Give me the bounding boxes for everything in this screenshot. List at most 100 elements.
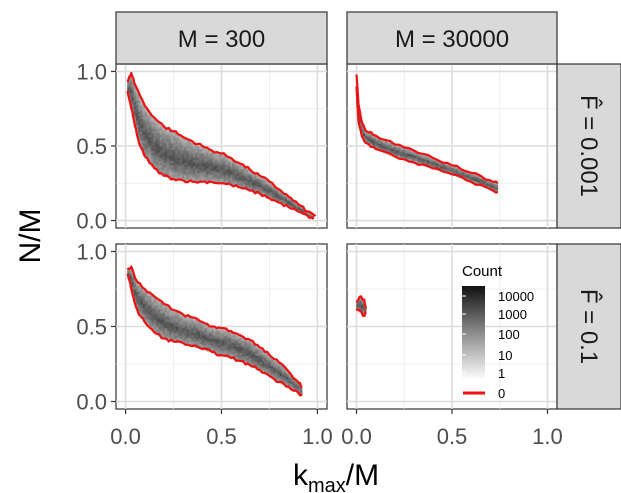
heatmap-cell	[182, 330, 186, 333]
heatmap-cell	[197, 146, 201, 150]
heatmap-cell	[249, 179, 253, 183]
heatmap-cell	[188, 174, 192, 178]
heatmap-cell	[147, 313, 150, 317]
heatmap-cell	[393, 151, 397, 155]
heatmap-cell	[178, 333, 181, 337]
heatmap-cell	[213, 344, 217, 348]
y-tick-label: 0.0	[76, 209, 107, 234]
heatmap-cell	[271, 193, 275, 197]
heatmap-cell	[162, 144, 166, 148]
heatmap-cell	[166, 137, 170, 141]
heatmap-cell	[144, 292, 148, 296]
heatmap-cell	[197, 332, 201, 335]
heatmap-cell	[186, 156, 190, 160]
heatmap-cell	[166, 128, 170, 132]
heatmap-cell	[242, 358, 245, 361]
heatmap-cell	[440, 163, 443, 167]
heatmap-cell	[299, 387, 303, 391]
heatmap-cell	[264, 356, 268, 360]
heatmap-cell	[157, 124, 161, 128]
heatmap-cell	[225, 173, 229, 177]
heatmap-cell	[258, 184, 262, 188]
heatmap-cell	[258, 180, 262, 184]
heatmap-cell	[173, 138, 176, 142]
row-strip	[556, 63, 621, 229]
heatmap-cell	[431, 157, 435, 161]
heatmap-cell	[142, 299, 146, 302]
heatmap-cell	[203, 164, 207, 168]
heatmap-cell	[146, 147, 150, 151]
heatmap-cell	[214, 158, 218, 162]
heatmap-cell	[216, 174, 220, 177]
heatmap-cell	[153, 324, 157, 327]
heatmap-cell	[195, 160, 198, 164]
heatmap-cell	[281, 377, 285, 381]
heatmap-cell	[266, 357, 270, 361]
heatmap-cell	[271, 195, 275, 199]
heatmap-cell	[197, 336, 201, 340]
heatmap-cell	[395, 152, 399, 156]
heatmap-cell	[147, 306, 150, 310]
heatmap-cell	[197, 168, 201, 172]
heatmap-cell	[409, 159, 413, 163]
heatmap-cell	[135, 109, 139, 113]
heatmap-cell	[193, 320, 197, 324]
heatmap-cell	[253, 345, 256, 349]
heatmap-cell	[179, 160, 183, 163]
column-strip	[115, 11, 328, 65]
heatmap-cell	[138, 302, 142, 306]
heatmap-cell	[249, 181, 253, 185]
heatmap-cell	[189, 323, 192, 327]
heatmap-cell	[284, 199, 288, 203]
heatmap-cell	[228, 350, 232, 354]
heatmap-cell	[197, 164, 201, 167]
heatmap-cell	[245, 180, 249, 184]
heatmap-cell	[158, 320, 161, 324]
heatmap-cell	[359, 300, 362, 304]
heatmap-cell	[367, 138, 371, 142]
heatmap-cell	[225, 158, 229, 161]
heatmap-cell	[275, 378, 279, 382]
heatmap-cell	[277, 368, 281, 372]
heatmap-cell	[142, 147, 146, 151]
heatmap-cell	[221, 156, 225, 160]
heatmap-cell	[411, 150, 415, 154]
heatmap-cell	[260, 192, 264, 196]
heatmap-cell	[231, 353, 234, 357]
heatmap-cell	[495, 182, 499, 186]
heatmap-cell	[380, 142, 384, 146]
heatmap-cell	[238, 167, 242, 171]
heatmap-cell	[219, 157, 222, 161]
heatmap-cell	[158, 304, 161, 308]
heatmap-cell	[225, 166, 229, 170]
heatmap-cell	[359, 296, 362, 300]
heatmap-cell	[217, 332, 221, 335]
heatmap-cell	[219, 155, 222, 159]
heatmap-cell	[239, 342, 243, 345]
heatmap-cell	[177, 160, 181, 164]
heatmap-cell	[308, 213, 312, 216]
heatmap-cell	[457, 168, 461, 172]
heatmap-cell	[384, 140, 388, 144]
heatmap-cell	[234, 175, 238, 179]
heatmap-cell	[376, 138, 379, 142]
heatmap-cell	[373, 139, 377, 143]
heatmap-cell	[140, 118, 144, 122]
heatmap-cell	[213, 329, 217, 332]
heatmap-cell	[190, 170, 194, 174]
heatmap-cell	[173, 172, 176, 176]
heatmap-cell	[153, 306, 157, 309]
heatmap-cell	[186, 152, 190, 156]
heatmap-cell	[173, 167, 176, 171]
heatmap-cell	[131, 273, 135, 277]
heatmap-cell	[157, 156, 161, 160]
heatmap-cell	[200, 344, 203, 348]
heatmap-cell	[295, 203, 299, 206]
heatmap-cell	[203, 158, 207, 161]
heatmap-cell	[231, 351, 234, 355]
heatmap-cell	[197, 177, 201, 181]
heatmap-cell	[451, 167, 454, 171]
heatmap-cell	[186, 170, 190, 173]
heatmap-cell	[389, 150, 393, 154]
heatmap-cell	[177, 175, 181, 179]
